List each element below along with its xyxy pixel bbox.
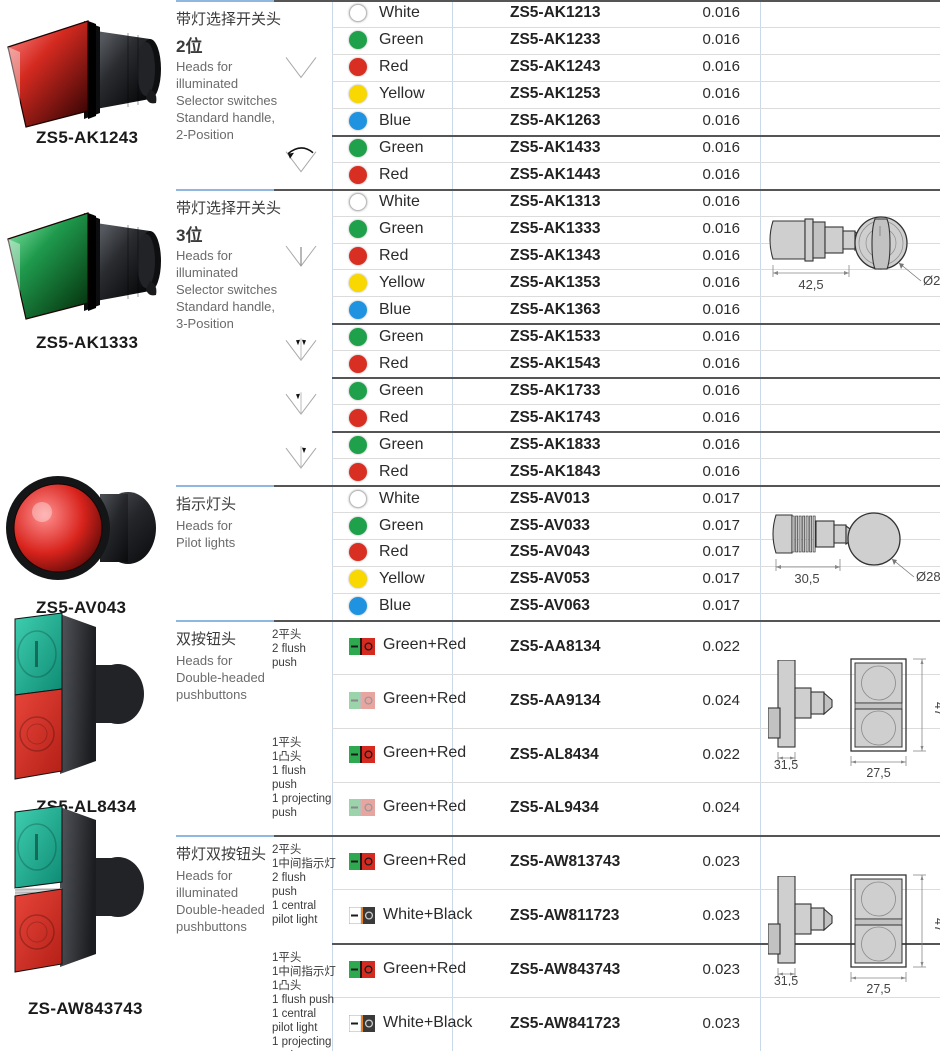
svg-text:27,5: 27,5 bbox=[866, 766, 890, 780]
svg-text:42,5: 42,5 bbox=[798, 277, 823, 292]
svg-text:47: 47 bbox=[932, 918, 940, 932]
svg-text:27,5: 27,5 bbox=[866, 982, 890, 996]
svg-text:Ø28,5: Ø28,5 bbox=[916, 569, 940, 584]
svg-text:Ø28,5: Ø28,5 bbox=[923, 273, 940, 288]
svg-text:30,5: 30,5 bbox=[794, 571, 819, 586]
svg-text:31,5: 31,5 bbox=[774, 974, 798, 986]
svg-text:31,5: 31,5 bbox=[774, 758, 798, 770]
svg-text:47: 47 bbox=[932, 702, 940, 716]
